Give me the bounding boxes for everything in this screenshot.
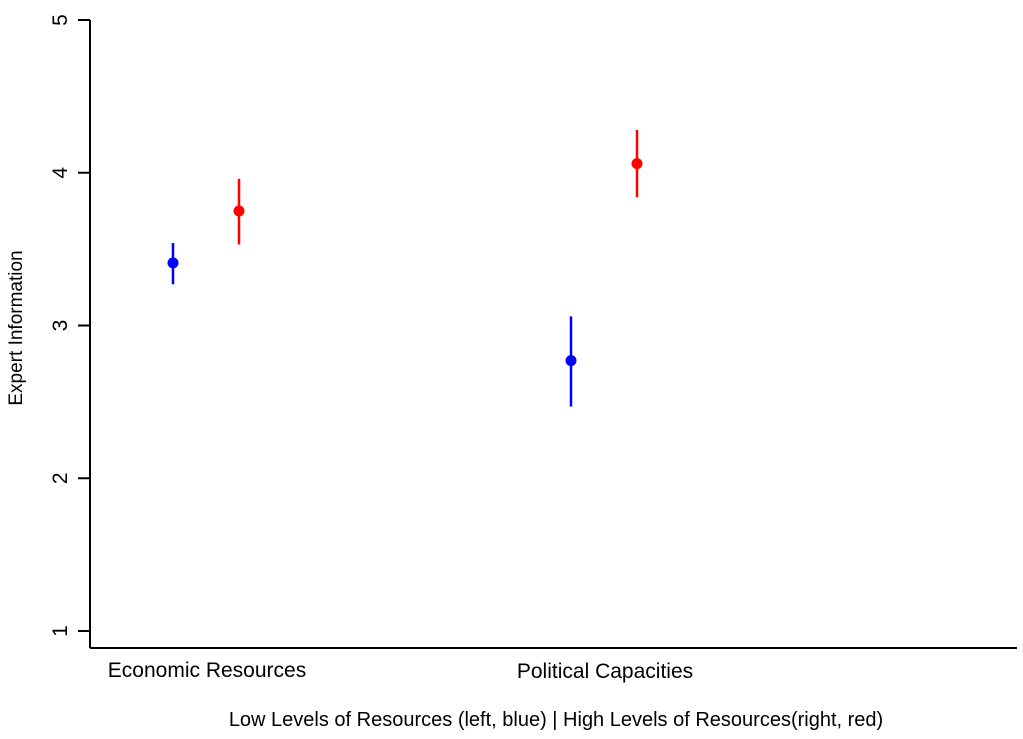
category-label-economic-resources: Economic Resources [108, 659, 306, 682]
y-ticks: 1 2 3 4 5 [49, 14, 90, 637]
data-marks [167, 129, 643, 407]
data-point [631, 158, 643, 170]
y-tick-label: 4 [49, 167, 72, 179]
y-tick-label: 3 [49, 320, 72, 332]
data-point [167, 257, 179, 269]
y-tick-label: 1 [49, 625, 72, 637]
category-label-political-capacities: Political Capacities [517, 660, 693, 683]
data-point [233, 205, 245, 217]
y-tick-label: 5 [49, 14, 72, 26]
data-point [565, 355, 577, 367]
x-axis-label: Low Levels of Resources (left, blue) | H… [229, 709, 883, 731]
y-tick-label: 2 [49, 472, 72, 484]
y-axis-label: Expert Information [6, 250, 27, 405]
